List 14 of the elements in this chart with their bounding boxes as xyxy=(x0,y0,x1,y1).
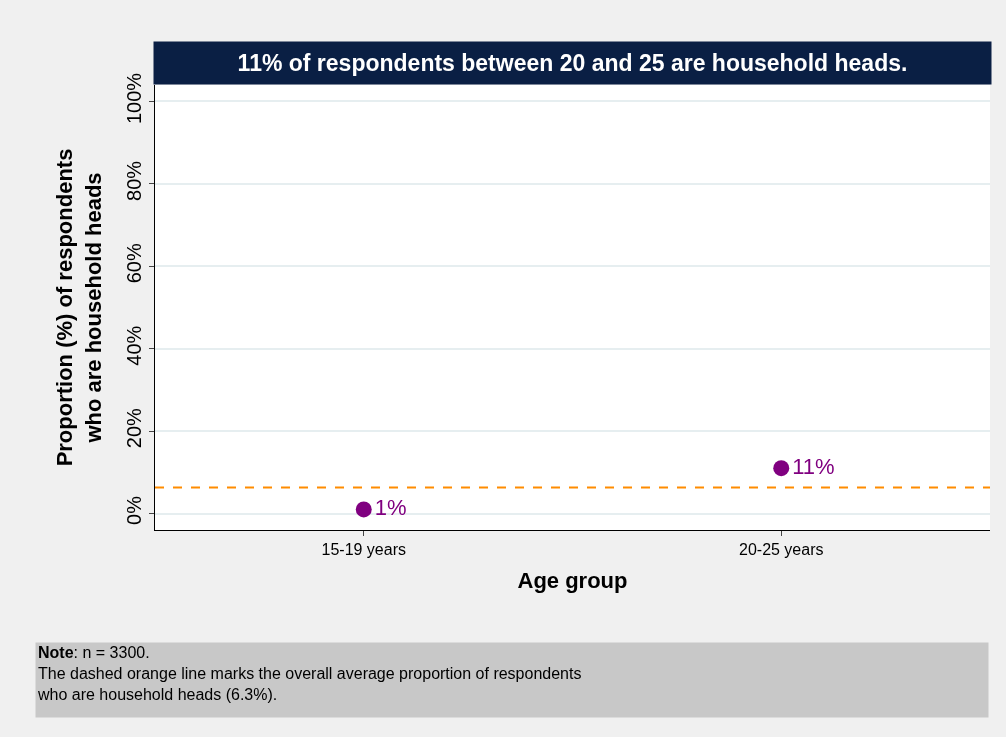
y-tick-label: 20% xyxy=(123,407,145,449)
x-axis-title: Age group xyxy=(517,568,628,594)
y-axis-title: Proportion (%) of respondents who are household heads xyxy=(52,148,106,467)
y-tick-label: 60% xyxy=(123,243,145,284)
y-tick-label: 80% xyxy=(123,160,145,201)
data-label: 1% xyxy=(374,494,407,520)
y-tick-label: 100% xyxy=(123,72,145,125)
y-tick-label: 0% xyxy=(123,495,145,525)
text: Note: n = 3300. The dashed orange line marks the overall average proportion of respondents who are household heads (6.3%). xyxy=(37,644,582,703)
x-tick-label: 20-25 years xyxy=(739,541,824,559)
data-label: 11% xyxy=(792,453,835,479)
x-tick-label: 15-19 years xyxy=(321,541,406,559)
chart-title: 11% of respondents between 20 and 25 are household heads. xyxy=(237,50,908,76)
y-tick-label: 40% xyxy=(123,325,145,366)
